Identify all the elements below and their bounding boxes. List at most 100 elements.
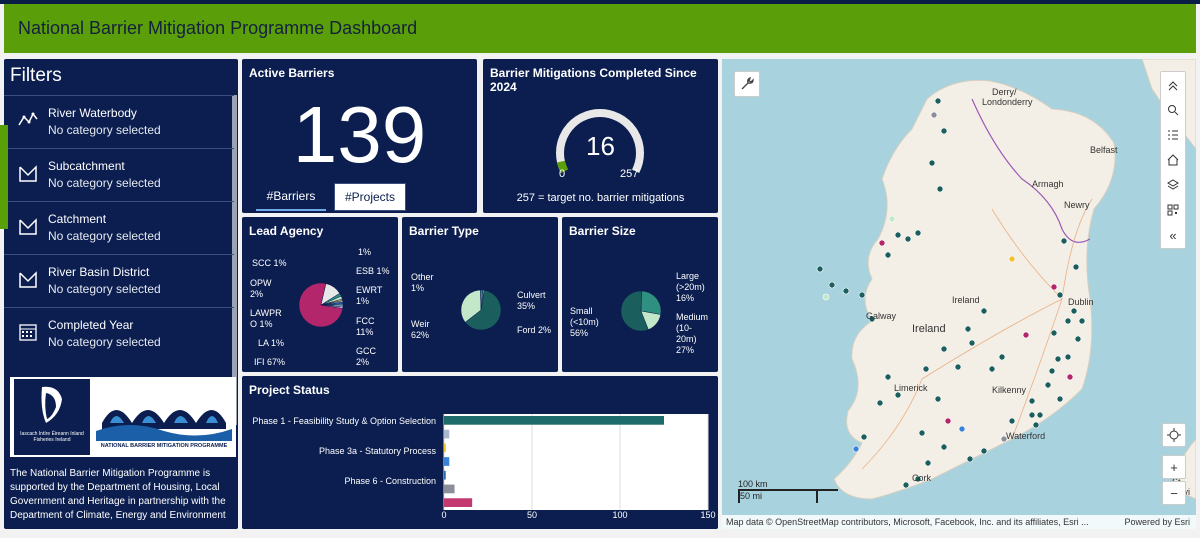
barrier-marker[interactable] [902, 481, 910, 489]
layers-button[interactable] [1161, 172, 1185, 197]
barrier-marker[interactable] [1078, 317, 1086, 325]
barrier-marker[interactable] [1066, 373, 1074, 381]
barrier-marker[interactable] [858, 291, 866, 299]
barrier-marker[interactable] [1050, 283, 1058, 291]
barrier-marker[interactable] [1028, 411, 1036, 419]
barrier-marker[interactable] [980, 307, 988, 315]
barrier-marker[interactable] [1028, 397, 1036, 405]
bar-phase-3b[interactable] [444, 457, 450, 466]
bar-phase-3a-statutory-process[interactable] [444, 443, 446, 453]
zoom-out-button[interactable]: − [1162, 481, 1186, 505]
tab-projects[interactable]: #Projects [334, 183, 406, 211]
barrier-marker[interactable] [868, 315, 876, 323]
barrier-map[interactable]: Derry/ Londonderry Belfast Armagh Newry … [722, 59, 1196, 529]
barrier-marker[interactable] [914, 475, 922, 483]
barrier-marker[interactable] [888, 215, 896, 223]
barrier-marker[interactable] [924, 459, 932, 467]
barrier-marker[interactable] [930, 111, 938, 119]
barrier-marker[interactable] [968, 339, 976, 347]
bar-phase-1-feasibility-study-option-selection[interactable] [444, 416, 664, 425]
barrier-marker[interactable] [1056, 291, 1064, 299]
barrier-marker[interactable] [944, 417, 952, 425]
barrier-marker[interactable] [954, 363, 962, 371]
locate-button[interactable] [1162, 423, 1186, 447]
nbmp-logo-text: NATIONAL BARRIER MITIGATION PROGRAMME [100, 443, 228, 449]
barrier-marker[interactable] [980, 447, 988, 455]
filters-scrollbar[interactable] [232, 95, 237, 425]
pie-slice-other[interactable] [320, 304, 344, 309]
barrier-marker[interactable] [1000, 435, 1008, 443]
barrier-marker[interactable] [822, 293, 830, 301]
barrier-marker[interactable] [1050, 329, 1058, 337]
barrier-marker[interactable] [1054, 355, 1062, 363]
barrier-marker[interactable] [1008, 255, 1016, 263]
map-settings-button[interactable] [734, 71, 760, 97]
barrier-marker[interactable] [934, 395, 942, 403]
pie-slice-culvert[interactable] [460, 289, 482, 323]
barrier-marker[interactable] [1048, 367, 1056, 375]
filter-catchment[interactable]: Catchment No category selected [4, 201, 234, 253]
barrier-marker[interactable] [894, 391, 902, 399]
bar-phase-2[interactable] [444, 429, 450, 439]
qr-code-button[interactable] [1161, 197, 1185, 222]
barrier-marker[interactable] [940, 345, 948, 353]
barrier-marker[interactable] [922, 365, 930, 373]
pie-slice-small-10m-[interactable] [620, 290, 649, 332]
barrier-marker[interactable] [940, 127, 948, 135]
barrier-marker[interactable] [1074, 335, 1082, 343]
barrier-marker[interactable] [904, 235, 912, 243]
barrier-marker[interactable] [1008, 417, 1016, 425]
search-button[interactable] [1161, 97, 1185, 122]
barrier-marker[interactable] [860, 433, 868, 441]
barrier-marker[interactable] [918, 429, 926, 437]
barrier-marker[interactable] [878, 239, 886, 247]
barrier-marker[interactable] [988, 365, 996, 373]
barrier-marker[interactable] [852, 445, 860, 453]
barrier-marker[interactable] [934, 97, 942, 105]
barrier-marker[interactable] [828, 281, 836, 289]
collapse-toolbar-button[interactable] [1161, 72, 1185, 97]
barrier-marker[interactable] [1056, 395, 1064, 403]
barrier-marker[interactable] [998, 353, 1006, 361]
barrier-marker[interactable] [816, 265, 824, 273]
barrier-marker[interactable] [842, 287, 850, 295]
bar-phase-5[interactable] [444, 470, 446, 480]
barrier-marker[interactable] [884, 373, 892, 381]
barrier-marker[interactable] [876, 399, 884, 407]
pie-slice-other[interactable] [480, 289, 485, 311]
filter-subcatchment[interactable]: Subcatchment No category selected [4, 148, 234, 200]
gauge-fill [557, 160, 568, 173]
barrier-marker[interactable] [1072, 263, 1080, 271]
barrier-marker[interactable] [958, 425, 966, 433]
collapse-button[interactable]: « [1161, 222, 1185, 248]
barrier-marker[interactable] [1044, 381, 1052, 389]
filter-river-basin-district[interactable]: River Basin District No category selecte… [4, 254, 234, 306]
barrier-marker[interactable] [1036, 411, 1044, 419]
barrier-marker[interactable] [894, 231, 902, 239]
barrier-marker[interactable] [964, 325, 972, 333]
home-button[interactable] [1161, 147, 1185, 172]
barrier-marker[interactable] [1060, 237, 1068, 245]
barrier-marker[interactable] [1064, 317, 1072, 325]
legend-button[interactable] [1161, 122, 1185, 147]
pie-slice-large-20m-[interactable] [640, 310, 661, 330]
bar-phase-6-construction[interactable] [444, 484, 455, 494]
zoom-in-button[interactable]: + [1162, 455, 1186, 479]
tab-barriers[interactable]: #Barriers [256, 183, 326, 211]
pie-slice-medium-10-20m-[interactable] [640, 290, 662, 315]
pie-slice-weir[interactable] [464, 289, 502, 331]
filter-river-waterbody[interactable]: River Waterbody No category selected [4, 95, 234, 147]
barrier-marker[interactable] [966, 455, 974, 463]
bar-phase-7[interactable] [444, 498, 473, 507]
barrier-marker[interactable] [1064, 353, 1072, 361]
barrier-marker[interactable] [940, 443, 948, 451]
barrier-marker[interactable] [1032, 421, 1040, 429]
barrier-marker[interactable] [914, 229, 922, 237]
powered-by-esri[interactable]: Powered by Esri [1124, 517, 1190, 527]
barrier-marker[interactable] [884, 251, 892, 259]
barrier-marker[interactable] [1070, 307, 1078, 315]
filter-completed-year[interactable]: Completed Year No category selected [4, 307, 234, 359]
barrier-marker[interactable] [1022, 331, 1030, 339]
barrier-marker[interactable] [936, 185, 944, 193]
barrier-marker[interactable] [928, 159, 936, 167]
